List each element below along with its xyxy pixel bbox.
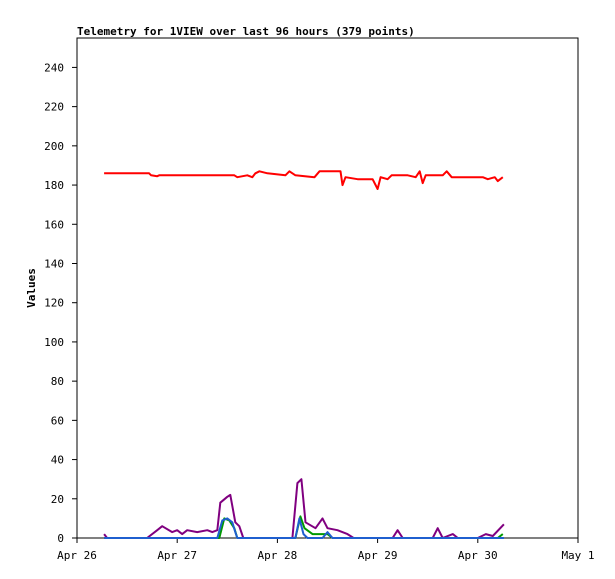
y-tick-label: 120 xyxy=(44,297,64,310)
y-tick-label: 20 xyxy=(51,493,64,506)
y-tick-label: 0 xyxy=(57,532,64,545)
y-tick-label: 240 xyxy=(44,61,64,74)
x-tick-label: Apr 26 xyxy=(57,549,97,562)
series-line xyxy=(104,170,504,190)
x-tick-label: Apr 27 xyxy=(157,549,197,562)
y-tick-label: 40 xyxy=(51,454,64,467)
y-tick-label: 140 xyxy=(44,257,64,270)
y-tick-label: 200 xyxy=(44,140,64,153)
series-line xyxy=(104,517,504,539)
x-tick-label: Apr 29 xyxy=(358,549,398,562)
x-tick-label: Apr 28 xyxy=(258,549,298,562)
y-tick-label: 180 xyxy=(44,179,64,192)
y-tick-label: 80 xyxy=(51,375,64,388)
y-tick-label: 60 xyxy=(51,414,64,427)
y-tick-label: 160 xyxy=(44,218,64,231)
series-line xyxy=(103,478,505,539)
plot-frame xyxy=(76,37,579,539)
y-tick-label: 220 xyxy=(44,101,64,114)
y-tick-label: 100 xyxy=(44,336,64,349)
x-tick-label: May 1 xyxy=(561,549,594,562)
y-axis-label: Values xyxy=(25,268,38,308)
x-tick-label: Apr 30 xyxy=(458,549,498,562)
chart-title: Telemetry for 1VIEW over last 96 hours (… xyxy=(77,25,415,38)
